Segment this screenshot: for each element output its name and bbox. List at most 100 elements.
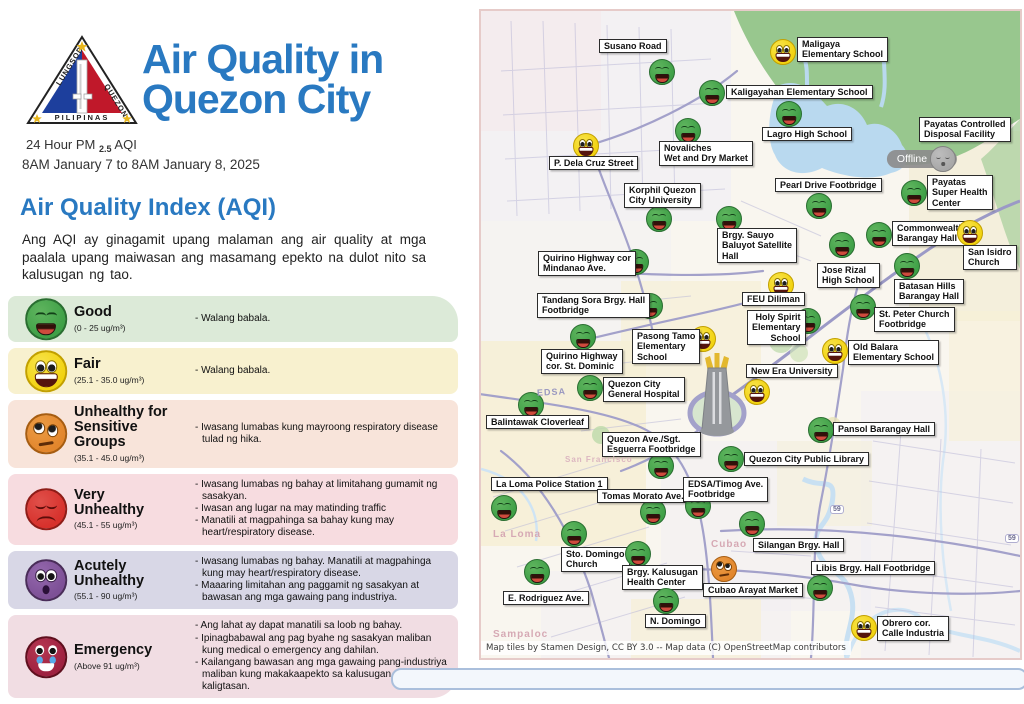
legend-category-range: (35.1 - 45.0 ug/m³) <box>74 452 145 463</box>
legend-advice: - Iwasang lumabas ng bahay. Manatili at … <box>192 556 450 605</box>
quezon-memorial-monument <box>700 353 734 436</box>
aqi-face-good <box>577 375 603 401</box>
legend-face-cell <box>16 350 74 392</box>
station-label: Libis Brgy. Hall Footbridge <box>811 561 936 576</box>
station-label: FEU Diliman <box>742 292 806 307</box>
legend-name-cell: Fair (25.1 - 35.0 ug/m³) <box>74 356 192 385</box>
legend-name-cell: Unhealthy for Sensitive Groups (35.1 - 45… <box>74 404 192 463</box>
station-label: Payatas Super Health Center <box>927 175 993 211</box>
aqi-face-good <box>646 206 672 232</box>
legend-advice-line: - Iwasan ang lugar na may matinding traf… <box>195 503 387 515</box>
legend-row-emergency: Emergency (Above 91 ug/m³) - Ang lahat ay … <box>8 615 458 699</box>
legend-face-cell <box>16 405 74 463</box>
offline-status-pill: Offline <box>886 146 958 172</box>
station-label: Pansol Barangay Hall <box>833 422 936 437</box>
legend-name-cell: Acutely Unhealthy (55.1 - 90 ug/m³) <box>74 557 192 602</box>
station-label: Cubao Arayat Market <box>703 583 803 598</box>
aqi-face-fair <box>573 133 599 159</box>
aqi-face-good <box>829 232 855 258</box>
legend-advice-line: - Walang babala. <box>195 364 271 376</box>
aqi-face-good <box>806 193 832 219</box>
air-quality-infographic: { "header": { "title_line1": "Air Qualit… <box>8 9 1024 699</box>
legend-advice-line: - Iwasang lumabas ng bahay at limitahang… <box>195 478 438 502</box>
legend-advice-line: - Maaaring limitahan ang paggamit ng sas… <box>195 579 420 604</box>
station-label: Obrero cor. Calle Industria <box>877 616 950 641</box>
aqi-face-good <box>625 541 651 567</box>
legend-row-acute: Acutely Unhealthy (55.1 - 90 ug/m³) - Iwas… <box>8 550 458 610</box>
aqi-legend: Good (0 - 25 ug/m³) - Walang babala. Fair (2… <box>8 296 458 704</box>
aqi-face-good <box>561 521 587 547</box>
station-label: St. Peter Church Footbridge <box>874 307 955 332</box>
quezon-city-seal-logo: LUNGSOD QUEZON PILIPINAS <box>26 35 138 124</box>
aqi-face-good <box>901 180 927 206</box>
station-label: Brgy. Sauyo Baluyot Satellite Hall <box>717 228 798 264</box>
legend-category-range: (25.1 - 35.0 ug/m³) <box>74 374 145 385</box>
legend-category-name: Fair <box>74 356 101 373</box>
aqi-face-fair <box>770 39 796 65</box>
station-label: Kaligayahan Elementary School <box>726 85 873 100</box>
aqi-section-heading: Air Quality Index (AQI) <box>20 194 277 221</box>
legend-row-usg: Unhealthy for Sensitive Groups (35.1 - 45… <box>8 400 458 468</box>
map-place-name: EDSA <box>536 386 567 398</box>
legend-name-cell: Very Unhealthy (45.1 - 55 ug/m³) <box>74 487 192 531</box>
page-title: Air Quality in Quezon City <box>142 39 384 120</box>
aqi-face-fair <box>822 338 848 364</box>
aqi-face-good <box>649 59 675 85</box>
legend-category-range: (55.1 - 90 ug/m³) <box>74 591 138 602</box>
legend-advice: - Walang babala. <box>192 313 450 325</box>
station-label: Tomas Morato Ave. <box>597 489 689 504</box>
aqi-face-emergency <box>25 636 67 678</box>
station-label: Quirino Highway cor. St. Dominic <box>541 349 623 374</box>
aqi-face-usg <box>711 556 737 582</box>
aqi-face-good <box>850 294 876 320</box>
station-label: Quezon Ave./Sgt. Esguerra Footbridge <box>602 432 701 457</box>
aqi-face-good <box>718 446 744 472</box>
legend-category-range: (45.1 - 55 ug/m³) <box>74 520 138 531</box>
station-label: E. Rodriguez Ave. <box>503 591 589 606</box>
station-label: Old Balara Elementary School <box>848 340 940 365</box>
pm25-subscript: 2.5 <box>99 144 112 154</box>
station-label: Quirino Highway cor Mindanao Ave. <box>538 251 637 276</box>
aqi-face-good <box>776 101 802 127</box>
legend-advice: - Iwasang lumabas kung mayroong respirat… <box>192 422 450 446</box>
aqi-face-usg <box>25 413 67 455</box>
route-shield: 59 <box>830 505 844 514</box>
offline-label: Offline <box>896 153 928 165</box>
legend-category-range: (0 - 25 ug/m³) <box>74 322 126 333</box>
station-label: Quezon City General Hospital <box>603 377 685 402</box>
legend-category-name: Acutely Unhealthy <box>74 557 145 589</box>
aqi-face-good <box>739 511 765 537</box>
station-label: Brgy. Kalusugan Health Center <box>622 565 703 590</box>
aqi-face-fair <box>744 379 770 405</box>
legend-category-range: (Above 91 ug/m³) <box>74 660 140 671</box>
aqi-face-good <box>25 298 67 340</box>
station-label: Korphil Quezon City University <box>624 183 701 208</box>
quezon-city-map: Susano Road Maligaya Elementary School Kal… <box>479 9 1022 660</box>
map-place-name: La Loma <box>493 529 542 540</box>
legend-row-good: Good (0 - 25 ug/m³) - Walang babala. <box>8 296 458 342</box>
aqi-face-fair <box>851 615 877 641</box>
station-label: Silangan Brgy. Hall <box>753 538 845 553</box>
station-label: La Loma Police Station 1 <box>491 477 608 492</box>
aqi-face-offline <box>930 146 957 172</box>
station-label: Pearl Drive Footbridge <box>775 178 882 193</box>
legend-face-cell <box>16 298 74 340</box>
station-layer: Susano Road Maligaya Elementary School Kal… <box>481 11 1020 658</box>
station-label: Balintawak Cloverleaf <box>486 415 590 430</box>
legend-advice-line: - Manatili at magpahinga sa bahay kung m… <box>195 515 395 539</box>
aqi-face-good <box>570 324 596 350</box>
pm-aqi-subtitle: 24 Hour PM 2.5 AQI <box>26 137 137 154</box>
legend-category-name: Unhealthy for Sensitive Groups <box>74 404 168 451</box>
legend-face-cell <box>16 556 74 605</box>
legend-row-fair: Fair (25.1 - 35.0 ug/m³) - Walang babala. <box>8 348 458 394</box>
station-label: Tandang Sora Brgy. Hall Footbridge <box>537 293 651 318</box>
station-label: Lagro High School <box>762 127 852 142</box>
aqi-face-good <box>524 559 550 585</box>
aqi-face-good <box>648 453 674 479</box>
legend-row-very: Very Unhealthy (45.1 - 55 ug/m³) - Iwasang… <box>8 473 458 545</box>
station-label: P. Dela Cruz Street <box>549 156 639 171</box>
legend-face-cell <box>16 620 74 693</box>
station-label: EDSA/Timog Ave. Footbridge <box>683 477 769 502</box>
map-place-name: Sampaloc <box>493 629 549 640</box>
legend-category-name: Good <box>74 304 112 321</box>
